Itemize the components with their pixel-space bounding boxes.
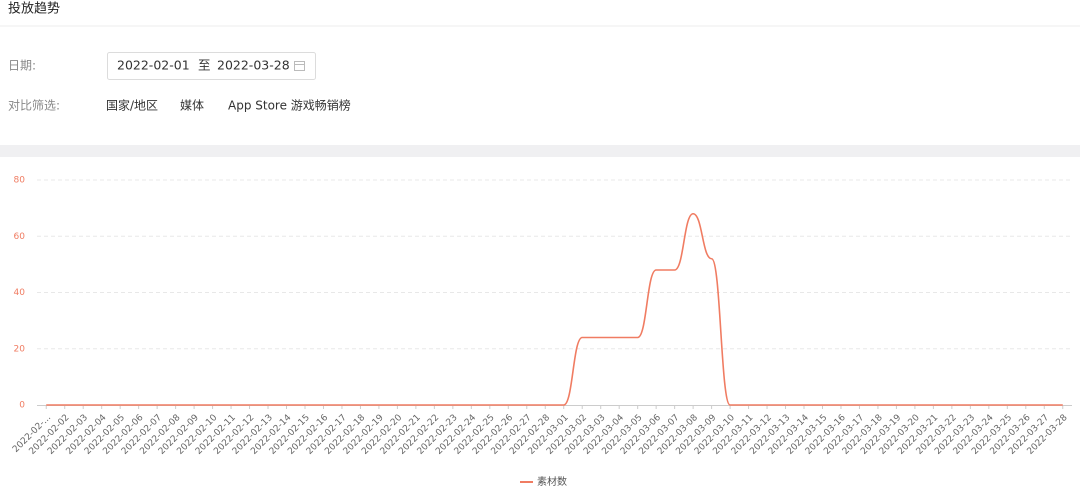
y-tick-label: 60	[14, 232, 26, 242]
date-picker[interactable]	[107, 52, 316, 80]
y-tick-label: 0	[19, 401, 25, 411]
compare-label: 对比筛选:	[8, 98, 60, 113]
y-tick-label: 40	[14, 288, 26, 298]
y-tick-label: 20	[14, 344, 26, 354]
compare-option[interactable]: 媒体	[180, 99, 204, 113]
end-date[interactable]: 2022-03-28	[217, 58, 290, 73]
date-separator: 至	[198, 58, 211, 73]
section-gap	[0, 145, 1080, 157]
section-title: 投放趋势	[8, 1, 60, 17]
line-series	[46, 212, 1063, 406]
date-label: 日期:	[8, 59, 36, 73]
calendar-icon	[294, 61, 305, 71]
chart: 0204060802022-02-...2022-02-022022-02-03…	[11, 176, 1072, 488]
start-date[interactable]: 2022-02-01	[117, 58, 190, 73]
compare-option[interactable]: 国家/地区	[106, 98, 158, 113]
y-tick-label: 80	[14, 176, 26, 186]
compare-option[interactable]: App Store 游戏畅销榜	[228, 98, 351, 113]
legend-label: 素材数	[537, 475, 567, 488]
